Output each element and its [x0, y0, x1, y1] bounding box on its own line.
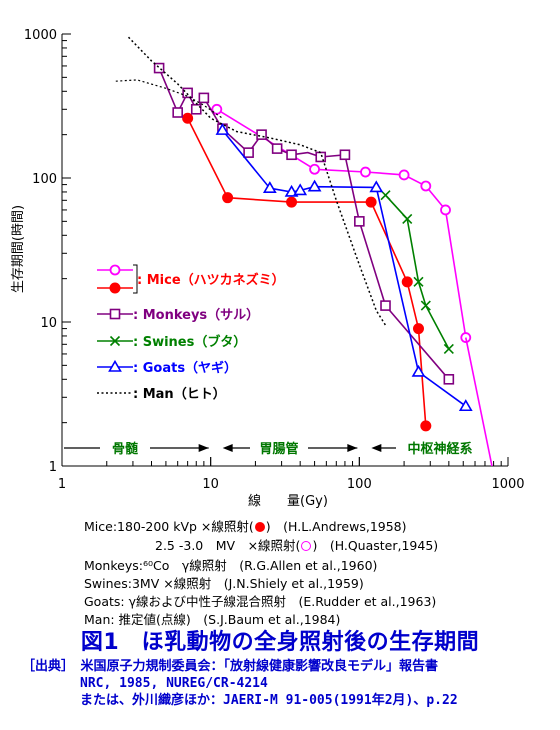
filled-circle-marker [182, 112, 194, 124]
series-line-mice-open-tail [464, 337, 493, 467]
note-mice-1: Mice:180-200 kVp ×線照射( ) (H.L.Andrews,195… [84, 516, 407, 535]
x-marker [420, 300, 431, 311]
open-square-marker [339, 149, 351, 161]
region-label-bone-marrow: 骨髄 [112, 441, 138, 457]
open-circle-marker [420, 180, 432, 192]
series-monkeys [153, 62, 455, 385]
open-square-marker [190, 103, 202, 115]
open-square-marker [256, 129, 267, 140]
series-layer [115, 36, 493, 467]
open-square-marker [243, 147, 254, 158]
open-square-marker [271, 143, 283, 154]
filled-circle-marker [401, 276, 413, 288]
source-line-3: または、外川織彦ほか：JAERI-M 91-005(1991年2月)、p.22 [80, 693, 458, 708]
open-circle-marker [440, 204, 451, 216]
series-man [115, 36, 387, 326]
open-square-marker [182, 87, 193, 99]
note-mice-2-text-b: ) (H.Quaster,1945) [312, 538, 439, 553]
open-square-marker [198, 92, 210, 104]
legend-label-monkeys: : Monkeys（サル） [133, 307, 259, 323]
y-tick-label: 100 [32, 172, 57, 187]
legend-label-swines: : Swines（ブタ） [133, 334, 246, 350]
open-circle-icon [301, 541, 312, 551]
open-triangle-marker [458, 399, 473, 412]
open-triangle-marker [369, 180, 384, 193]
note-mice-1-text-b: ) (H.L.Andrews,1958) [265, 519, 407, 534]
note-mice-1-text-a: Mice:180-200 kVp ×線照射( [84, 519, 254, 534]
note-man: Man: 推定値(点線) (S.J.Baum et al.,1984) [84, 612, 341, 627]
open-circle-marker [360, 166, 371, 178]
x-marker [443, 343, 454, 355]
x-marker [402, 213, 413, 224]
note-swines: Swines:3MV ×線照射 (J.N.Shiely et al.,1959) [84, 576, 364, 591]
legend-label-mice: : Mice（ハツカネズミ） [137, 272, 285, 288]
filled-circle-marker [420, 420, 432, 432]
series-swines [380, 190, 454, 355]
x-marker [413, 276, 424, 287]
open-circle-marker [309, 163, 320, 175]
open-triangle-marker [262, 181, 277, 193]
series-mice_open [211, 103, 472, 343]
x-tick-label: 1 [58, 477, 66, 492]
open-triangle-marker [411, 364, 426, 377]
region-arrows: 骨髄 胃腸管 中枢神経系 [64, 441, 473, 457]
legend-label-man: : Man（ヒト） [133, 386, 226, 402]
open-square-marker [153, 62, 165, 74]
filled-circle-marker [286, 196, 298, 208]
open-triangle-marker [307, 179, 322, 192]
region-arrowhead [222, 444, 233, 452]
region-label-gi-tract: 胃腸管 [259, 441, 298, 457]
source-citation: ［出典］ 米国原子力規制委員会：「放射線健康影響改良モデル」報告書 NRC, 1… [22, 658, 458, 709]
note-mice-2-text-a: 2.5 -3.0 MV ×線照射( [155, 538, 301, 553]
figure-title: 図1 ほ乳動物の全身照射後の生存期間 [80, 630, 480, 655]
filled-circle-marker [109, 282, 121, 294]
y-tick-label: 10 [40, 316, 57, 331]
filled-circle-icon [254, 522, 265, 532]
note-goats: Goats: γ線および中性子線混合照射 (E.Rudder et al.,19… [84, 594, 437, 609]
source-line-1: ［出典］ 米国原子力規制委員会：「放射線健康影響改良モデル」報告書 [22, 659, 439, 674]
series-line-monkeys [158, 67, 450, 380]
x-axis-label: 線 量(Gy) [248, 493, 328, 509]
x-marker [109, 335, 121, 347]
open-triangle-marker [215, 123, 230, 135]
series-mice_filled [182, 112, 432, 432]
series-goats [215, 123, 473, 412]
open-square-marker [380, 300, 391, 311]
open-triangle-marker [108, 359, 122, 372]
filled-circle-marker [412, 323, 424, 335]
open-square-marker [315, 151, 327, 163]
open-square-marker [172, 107, 183, 118]
legend-label-goats: : Goats（ヤギ） [133, 360, 237, 376]
x-tick-label: 100 [347, 477, 372, 492]
series-line-man [127, 36, 387, 326]
region-arrowhead [198, 444, 209, 452]
open-circle-marker [109, 264, 121, 276]
note-mice-2: 2.5 -3.0 MV ×線照射( ) (H.Quaster,1945) [155, 535, 438, 554]
open-triangle-marker [293, 183, 308, 196]
region-arrowhead [371, 444, 382, 452]
x-tick-label: 1000 [491, 477, 524, 492]
y-tick-label: 1 [49, 460, 57, 475]
legend: : Mice（ハツカネズミ） : Monkeys（サル） : Swines（ブタ）:… [97, 264, 285, 402]
survival-chart: 1 10 100 1000 1000 100 10 1 : Mice（ハツカネズミ） : Mon… [11, 28, 525, 509]
y-tick-label: 1000 [24, 28, 57, 43]
x-tick-label: 10 [202, 477, 219, 492]
region-label-cns: 中枢神経系 [407, 441, 472, 457]
axes-layer: 1 10 100 1000 1000 100 10 1 [24, 28, 525, 492]
open-square-marker [354, 216, 365, 227]
open-square-marker [109, 308, 121, 320]
filled-circle-marker [222, 192, 234, 204]
region-arrowhead [347, 444, 358, 452]
open-square-marker [286, 149, 297, 161]
filled-circle-marker [365, 196, 377, 208]
open-square-marker [443, 374, 455, 385]
note-monkeys: Monkeys:⁶⁰Co γ線照射 (R.G.Allen et al.,1960… [84, 558, 378, 573]
open-circle-marker [398, 169, 410, 181]
legend-bracket [133, 264, 138, 294]
source-line-2: NRC, 1985, NUREG/CR-4214 [80, 676, 268, 691]
y-axis-label: 生存期間(時間) [11, 205, 26, 293]
